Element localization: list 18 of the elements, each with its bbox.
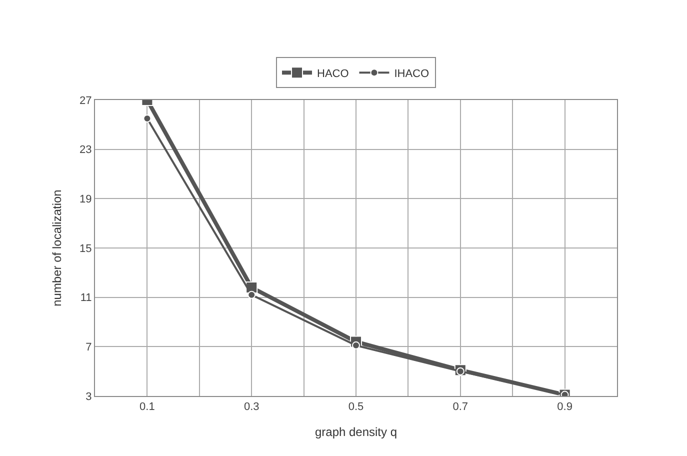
y-tick-label: 23 xyxy=(80,144,92,156)
x-tick-label: 0.1 xyxy=(140,401,155,414)
y-axis-title: number of localization xyxy=(50,190,64,306)
y-tick-label: 11 xyxy=(80,292,92,304)
y-tick-label: 15 xyxy=(80,242,92,255)
y-tick-label: 7 xyxy=(86,342,92,354)
x-tick-label: 0.3 xyxy=(244,401,260,414)
point xyxy=(248,290,256,299)
y-tick-label: 19 xyxy=(80,194,92,206)
x-tick-label: 0.5 xyxy=(348,401,364,414)
y-tick-label: 3 xyxy=(86,390,92,403)
x-tick-label: 0.7 xyxy=(452,401,468,414)
legend-label: IHACO xyxy=(394,68,430,80)
point xyxy=(143,114,152,122)
legend-label: HACO xyxy=(317,68,350,80)
x-axis-title: graph density q xyxy=(314,425,398,440)
x-tick-label: 0.9 xyxy=(557,401,572,414)
y-tick-label: 27 xyxy=(80,94,92,107)
